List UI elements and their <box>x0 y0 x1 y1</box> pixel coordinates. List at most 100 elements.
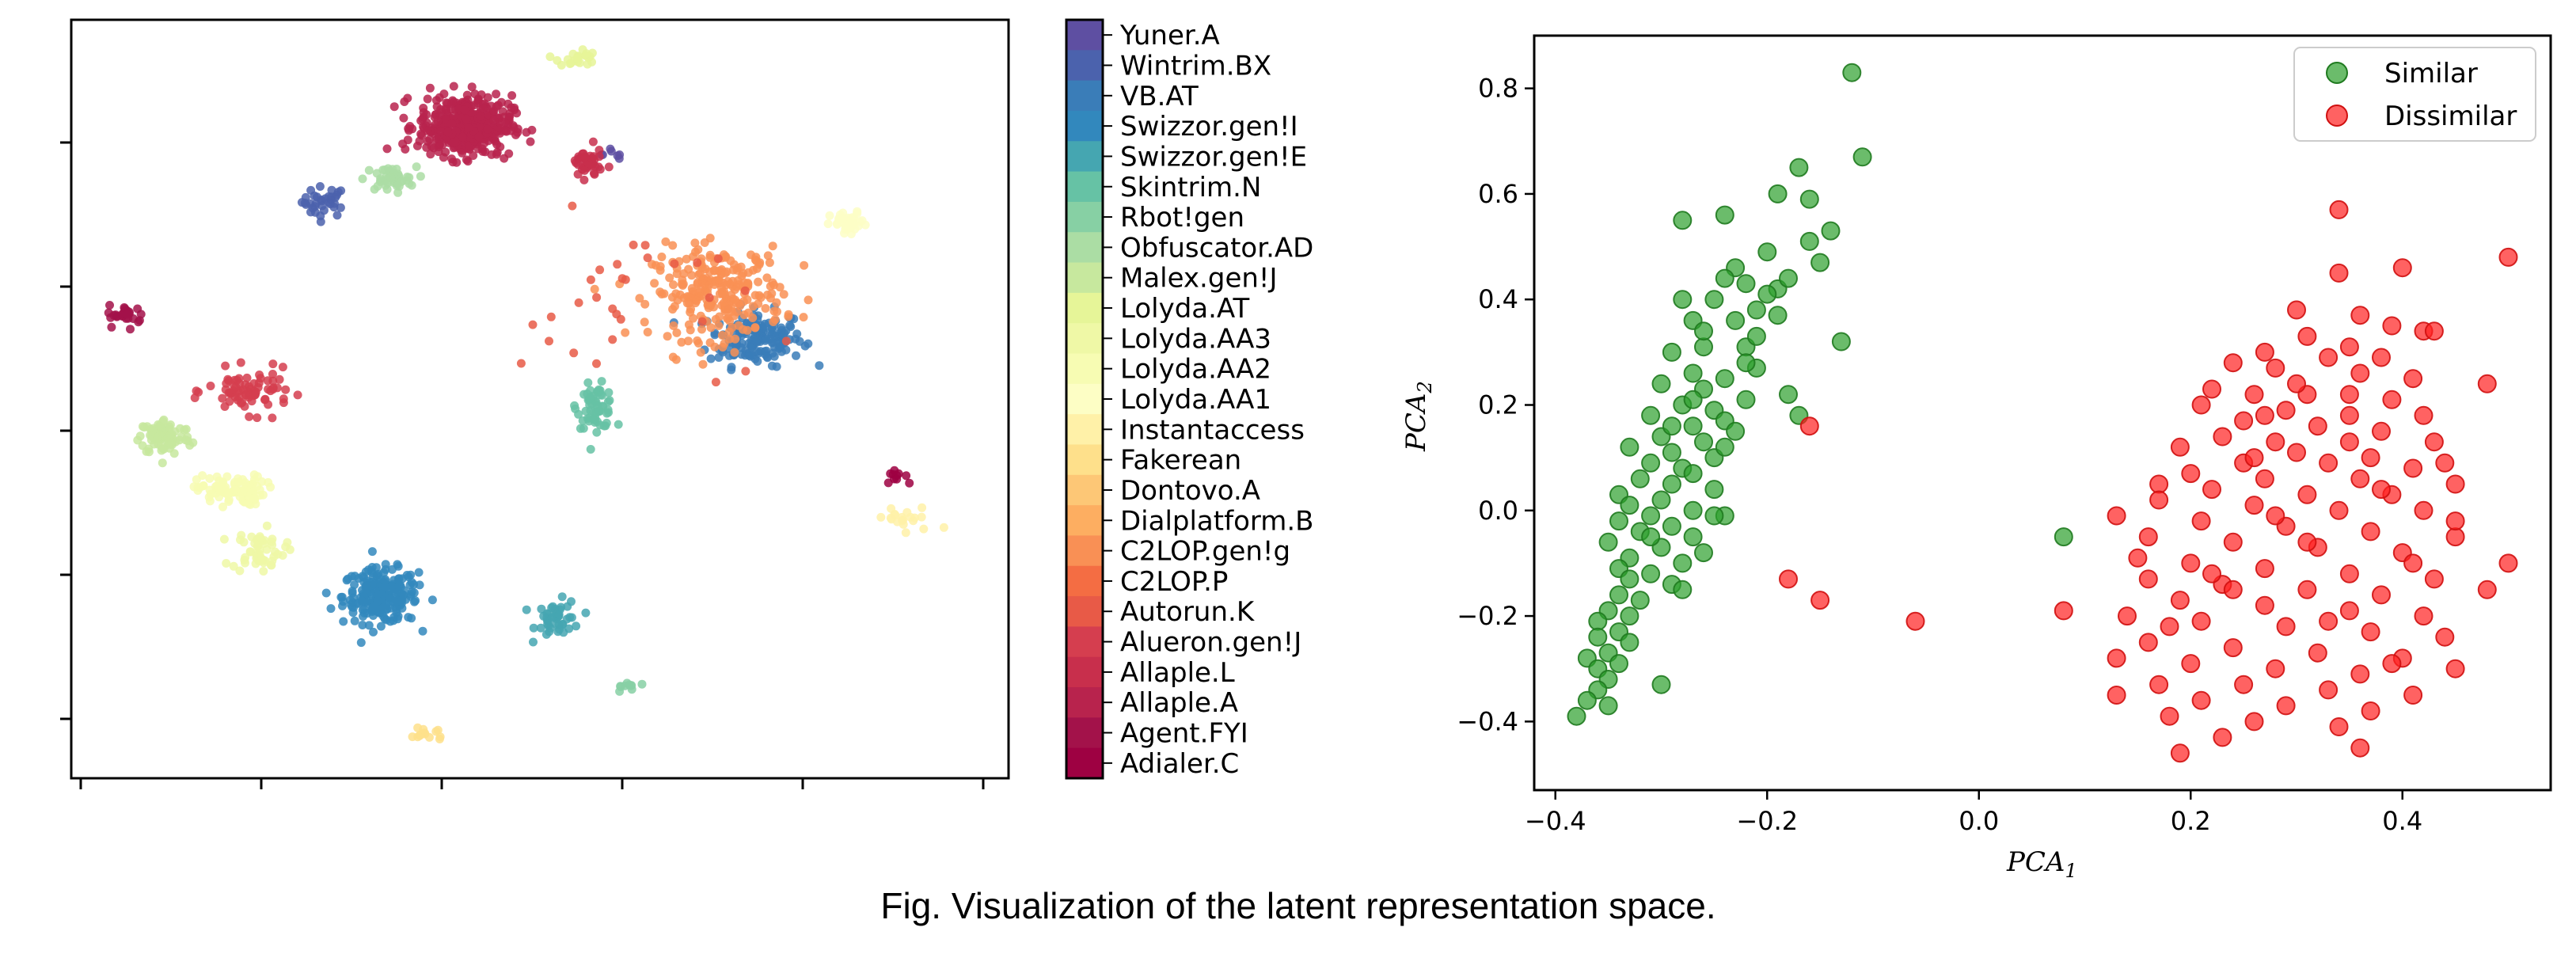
embedding-point <box>382 144 392 154</box>
embedding-point <box>308 203 317 213</box>
embedding-cluster <box>570 377 623 454</box>
embedding-point <box>557 592 567 602</box>
embedding-point <box>861 220 870 230</box>
embedding-point <box>689 314 697 323</box>
embedding-point <box>260 394 270 404</box>
embedding-point <box>489 116 499 125</box>
embedding-point <box>405 580 415 590</box>
embedding-point <box>887 504 896 513</box>
embedding-point <box>230 392 240 401</box>
embedding-point <box>416 172 425 181</box>
embedding-point <box>705 293 714 302</box>
colorbar-label: VB.AT <box>1120 81 1199 112</box>
embedding-point <box>762 352 772 361</box>
embedding-point <box>779 290 788 299</box>
colorbar-label: Allaple.L <box>1120 657 1235 689</box>
embedding-point <box>490 136 500 146</box>
embedding-point <box>677 337 686 347</box>
embedding-point <box>939 523 948 532</box>
embedding-point <box>768 278 777 287</box>
embedding-point <box>693 336 702 345</box>
embedding-point <box>516 359 526 368</box>
embedding-point <box>393 188 403 197</box>
embedding-point <box>586 275 595 284</box>
embedding-point <box>450 138 459 147</box>
pca-point-similar <box>2054 527 2073 547</box>
embedding-point <box>655 262 665 271</box>
embedding-point <box>348 608 358 618</box>
embedding-point <box>592 293 602 302</box>
embedding-point <box>423 126 432 135</box>
embedding-point <box>229 561 238 571</box>
pca-x-tick-label: 0.4 <box>2382 806 2422 836</box>
embedding-point <box>546 312 556 321</box>
embedding-point <box>905 478 914 488</box>
embedding-point <box>399 113 408 123</box>
colorbar-label: Rbot!gen <box>1120 202 1244 234</box>
embedding-point <box>735 279 744 289</box>
embedding-point <box>404 124 413 133</box>
colorbar-label: Lolyda.AA1 <box>1120 384 1271 416</box>
pca-point-similar <box>1598 532 1618 552</box>
embedding-point <box>426 150 435 159</box>
embedding-point <box>758 323 767 333</box>
embedding-point <box>710 280 719 289</box>
colorbar-strip <box>1066 110 1103 142</box>
embedding-point <box>376 621 386 631</box>
embedding-point <box>572 53 582 63</box>
embedding-point <box>640 241 650 250</box>
embedding-point <box>545 627 554 637</box>
embedding-point <box>554 610 564 619</box>
embedding-point <box>696 348 705 357</box>
embedding-point <box>221 361 230 371</box>
pca-point-similar <box>1704 290 1724 310</box>
pca-point-similar <box>1683 416 1703 436</box>
pca-point-similar <box>1757 242 1777 262</box>
pca-point-dissimilar <box>2181 654 2201 674</box>
embedding-point <box>483 124 492 134</box>
embedding-point <box>458 132 467 142</box>
embedding-point <box>606 144 615 154</box>
pca-point-dissimilar <box>2424 432 2444 452</box>
embedding-point <box>669 280 678 290</box>
embedding-point <box>595 146 604 155</box>
embedding-point <box>605 396 614 405</box>
colorbar-label: Dontovo.A <box>1120 475 1260 507</box>
embedding-point <box>235 492 245 501</box>
colorbar-strip <box>1066 353 1103 385</box>
colorbar-strip <box>1066 747 1103 779</box>
embedding-point <box>705 253 715 262</box>
pca-point-dissimilar <box>2445 474 2465 494</box>
embedding-point <box>458 148 467 158</box>
embedding-point <box>697 317 707 326</box>
embedding-point <box>489 106 499 116</box>
pca-point-similar <box>1588 611 1608 631</box>
embedding-cluster <box>104 301 146 334</box>
embedding-point <box>279 398 288 408</box>
embedding-point <box>350 616 359 625</box>
embedding-point <box>425 83 435 93</box>
pca-point-dissimilar <box>2107 506 2126 526</box>
embedding-point <box>404 613 413 622</box>
pca-y-tick-label: 0.4 <box>1478 284 1518 314</box>
colorbar-label: Swizzor.gen!E <box>1120 141 1307 173</box>
embedding-point <box>278 363 287 372</box>
pca-point-dissimilar <box>2181 464 2201 484</box>
pca-point-similar <box>1821 221 1841 241</box>
colorbar-strip <box>1066 535 1103 567</box>
pca-point-dissimilar <box>2181 553 2201 573</box>
embedding-point <box>478 146 488 156</box>
colorbar-strip <box>1066 687 1103 718</box>
embedding-point <box>133 304 142 314</box>
embedding-point <box>580 165 589 175</box>
pca-point-similar <box>1620 496 1639 515</box>
embedding-point <box>621 328 630 337</box>
embedding-point <box>568 201 577 211</box>
embedding-point <box>500 117 510 127</box>
embedding-point <box>665 273 674 283</box>
pca-point-dissimilar <box>2287 374 2306 393</box>
embedding-point <box>591 162 600 171</box>
embedding-point <box>170 427 180 436</box>
pca-point-similar <box>1651 490 1671 510</box>
pca-point-dissimilar <box>2255 342 2274 362</box>
